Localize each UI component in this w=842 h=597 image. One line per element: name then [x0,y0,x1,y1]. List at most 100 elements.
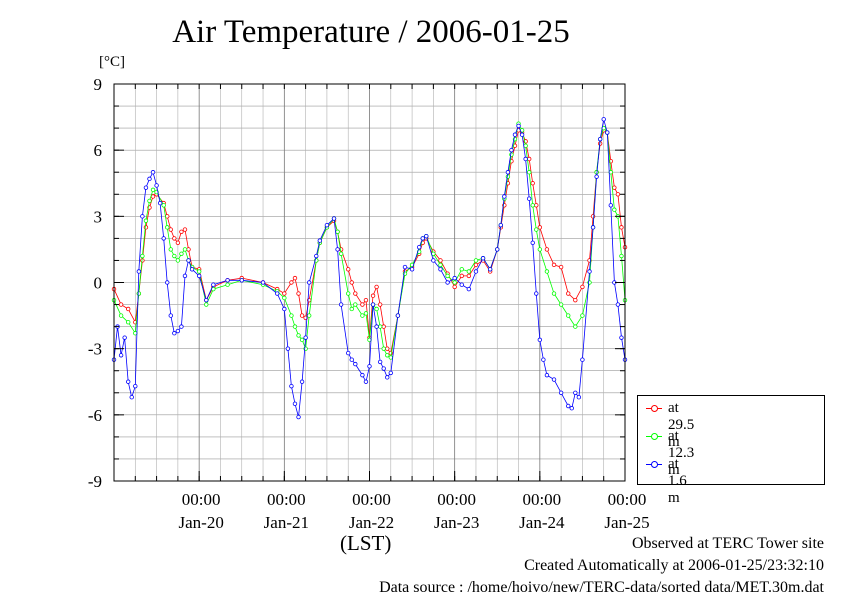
x-tick-time: 00:00 [437,490,476,509]
data-point [580,313,585,318]
data-point [619,225,624,230]
data-point [424,233,429,239]
data-point [353,361,358,367]
data-point [587,269,592,274]
x-tick-time: 00:00 [352,490,391,509]
data-point [459,267,464,272]
data-point [285,346,291,351]
data-point [409,267,415,272]
series-layer [111,117,628,420]
data-point [402,264,408,270]
data-point [580,357,585,362]
data-point [186,247,191,252]
footer-source: Data source : /home/hoivo/new/TERC-data/… [379,579,824,596]
data-point [534,291,539,296]
x-tick-time: 00:00 [522,490,561,509]
x-tick-time: 00:00 [182,490,221,509]
data-point [179,251,184,257]
data-point [363,297,369,303]
data-point [516,123,521,129]
data-point [239,278,244,283]
data-point [186,258,191,263]
data-point [175,240,181,245]
data-point [374,306,379,312]
data-point [296,333,301,338]
data-point [395,313,401,318]
legend-label-12-3m: at 12.3 m [668,428,695,478]
data-point [182,273,188,279]
y-axis-unit: [°C] [99,54,125,70]
data-point [385,346,390,351]
data-point [282,291,287,296]
data-point [346,267,351,272]
grid-lines [114,84,625,481]
data-point [168,227,173,232]
data-point [566,291,571,296]
data-point [619,253,624,259]
chart-title: Air Temperature / 2006-01-25 [172,14,570,50]
data-point [225,278,230,283]
data-point [374,284,379,290]
data-point [204,297,209,303]
data-point [338,302,344,307]
data-point [172,331,177,336]
data-point [388,355,393,360]
data-point [590,225,596,230]
axis-ticks: -9 -6 -3 0 3 6 9 00:00 Jan-20 00:00 Jan-21 00:00 Jan… [88,75,650,532]
data-point [495,247,500,252]
data-point [346,291,351,296]
data-point [349,280,354,285]
data-point [143,218,149,223]
data-point [122,335,127,340]
data-point [466,269,472,274]
x-tick-date: Jan-23 [434,513,479,532]
data-point [480,256,486,261]
data-point [125,320,131,325]
data-point [125,306,131,312]
y-tick-label: 3 [94,207,103,226]
data-point [182,227,188,232]
data-point [487,267,493,272]
x-tick-date: Jan-21 [264,513,309,532]
data-point [537,225,543,230]
data-point [558,302,564,307]
data-point [296,291,301,296]
legend-label-1-6m: at 1.6 m [668,456,687,506]
data-point [530,181,535,186]
data-point [360,372,365,378]
data-point [118,302,124,307]
data-point [608,203,614,208]
data-point [211,282,216,287]
data-point [299,337,305,343]
data-point [420,236,425,241]
data-point [612,185,617,190]
data-point [573,297,578,303]
data-point [150,187,156,193]
data-point [370,293,376,298]
data-point [615,302,621,307]
data-point [282,306,287,312]
data-point [519,132,525,137]
data-point [576,394,582,400]
data-point [551,377,557,382]
data-point [377,359,383,365]
data-point [282,295,287,301]
data-point [385,353,390,358]
data-point [182,247,188,252]
data-point [260,280,266,285]
data-point [459,282,464,287]
x-tick-date: Jan-25 [604,513,649,532]
data-point [377,324,383,329]
data-point [349,306,354,312]
data-point [299,379,305,384]
data-point [303,335,308,340]
data-point [526,196,532,201]
data-point [473,262,479,268]
data-point [179,229,184,234]
data-point [292,401,298,407]
data-point [168,313,173,318]
data-point [140,253,145,259]
data-point [438,267,443,272]
data-point [381,366,386,371]
data-point [381,324,386,329]
